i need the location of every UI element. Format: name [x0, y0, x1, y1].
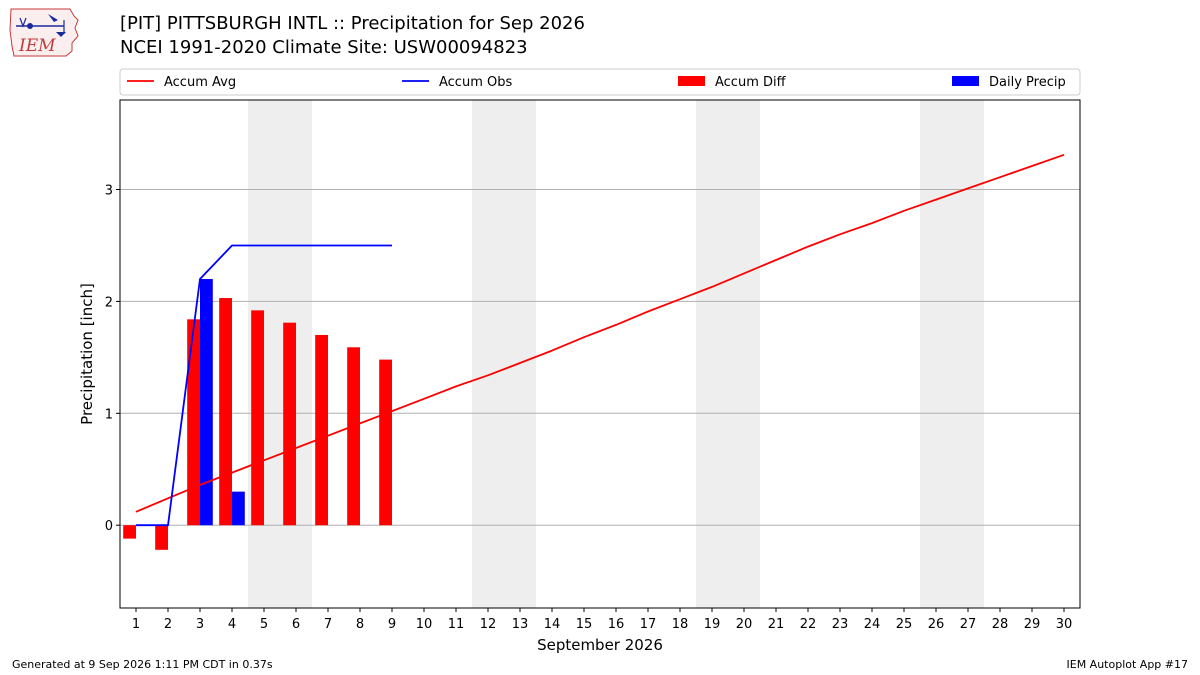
x-axis-ticks: 1 2 3 4 5 6 7 8 9 10 11 12 13 14 15 16 17 18 19 20 21 22 23 24 2… — [132, 608, 1072, 632]
chart-subtitle: NCEI 1991-2020 Climate Site: USW00094823 — [120, 37, 528, 58]
x-tick-label-1: 1 — [132, 617, 140, 632]
legend-frame — [119, 68, 1081, 96]
x-tick-label-19: 19 — [704, 617, 721, 632]
legend-swatch-accum-diff — [678, 76, 705, 86]
lines — [135, 153, 1065, 527]
daily-precip-bar-3 — [200, 279, 213, 526]
x-tick-label-22: 22 — [800, 617, 817, 632]
x-tick-label-23: 23 — [832, 617, 849, 632]
bars — [123, 279, 392, 550]
x-tick-label-8: 8 — [356, 617, 364, 632]
logo-text: IEM — [18, 36, 56, 56]
accum-diff-bar-1 — [123, 525, 136, 539]
accum-diff-bar-6 — [283, 322, 296, 526]
x-tick-label-15: 15 — [576, 617, 593, 632]
accum-diff-bar-2 — [155, 525, 168, 550]
x-tick-label-30: 30 — [1056, 617, 1073, 632]
legend-label-accum-diff: Accum Diff — [715, 75, 787, 90]
legend-label-accum-obs: Accum Obs — [439, 75, 512, 90]
weekend-band-2 — [696, 100, 760, 608]
x-tick-label-29: 29 — [1024, 617, 1041, 632]
accum-avg-line — [135, 153, 1065, 513]
weekend-band-3 — [920, 100, 984, 608]
x-tick-label-11: 11 — [448, 617, 465, 632]
x-tick-label-10: 10 — [416, 617, 433, 632]
chart-title: [PIT] PITTSBURGH INTL :: Precipitation f… — [120, 13, 585, 34]
legend-label-daily-precip: Daily Precip — [989, 75, 1066, 90]
accum-diff-bar-8 — [347, 347, 360, 526]
x-tick-label-2: 2 — [164, 617, 172, 632]
accum-diff-bar-7 — [315, 334, 328, 526]
x-tick-label-21: 21 — [768, 617, 785, 632]
x-tick-label-14: 14 — [544, 617, 561, 632]
weekend-band-1 — [472, 100, 536, 608]
x-tick-label-17: 17 — [640, 617, 657, 632]
legend: Accum Avg Accum Obs Accum Diff Daily Precip — [119, 68, 1081, 96]
y-tick-label-1: 1 — [105, 407, 113, 422]
y-tick-label-3: 3 — [105, 184, 113, 199]
x-tick-label-26: 26 — [928, 617, 945, 632]
footer-app: IEM Autoplot App #17 — [1066, 658, 1189, 671]
y-tick-label-2: 2 — [105, 295, 113, 310]
x-tick-label-28: 28 — [992, 617, 1009, 632]
x-tick-label-9: 9 — [388, 617, 396, 632]
x-tick-label-13: 13 — [512, 617, 529, 632]
y-axis-ticks: 0 1 2 3 — [105, 184, 120, 534]
x-tick-label-20: 20 — [736, 617, 753, 632]
legend-swatch-daily-precip — [952, 76, 979, 86]
accum-diff-bar-4 — [219, 298, 232, 526]
x-tick-label-12: 12 — [480, 617, 497, 632]
x-tick-label-7: 7 — [324, 617, 332, 632]
x-tick-label-16: 16 — [608, 617, 625, 632]
legend-label-accum-avg: Accum Avg — [164, 75, 236, 90]
x-tick-label-6: 6 — [292, 617, 300, 632]
daily-precip-bar-4 — [232, 491, 245, 526]
y-tick-label-0: 0 — [105, 519, 113, 534]
footer-generated: Generated at 9 Sep 2026 1:11 PM CDT in 0… — [12, 658, 273, 671]
accum-diff-bar-5 — [251, 310, 264, 526]
plot-frame — [119, 99, 1081, 609]
weekend-shading — [248, 100, 984, 608]
x-tick-label-24: 24 — [864, 617, 881, 632]
x-tick-label-18: 18 — [672, 617, 689, 632]
accum-diff-bar-9 — [379, 359, 392, 526]
iem-logo: IEM — [9, 8, 79, 57]
accum-obs-line — [136, 244, 392, 527]
iem-iowa-logo-icon — [9, 8, 79, 57]
accum-diff-bar-3 — [187, 319, 200, 526]
y-axis-label: Precipitation [inch] — [78, 283, 96, 425]
x-tick-label-3: 3 — [196, 617, 204, 632]
x-tick-label-27: 27 — [960, 617, 977, 632]
x-tick-label-4: 4 — [228, 617, 236, 632]
gridlines — [120, 189, 1080, 526]
x-tick-label-25: 25 — [896, 617, 913, 632]
x-tick-label-5: 5 — [260, 617, 268, 632]
x-axis-label: September 2026 — [537, 636, 663, 654]
